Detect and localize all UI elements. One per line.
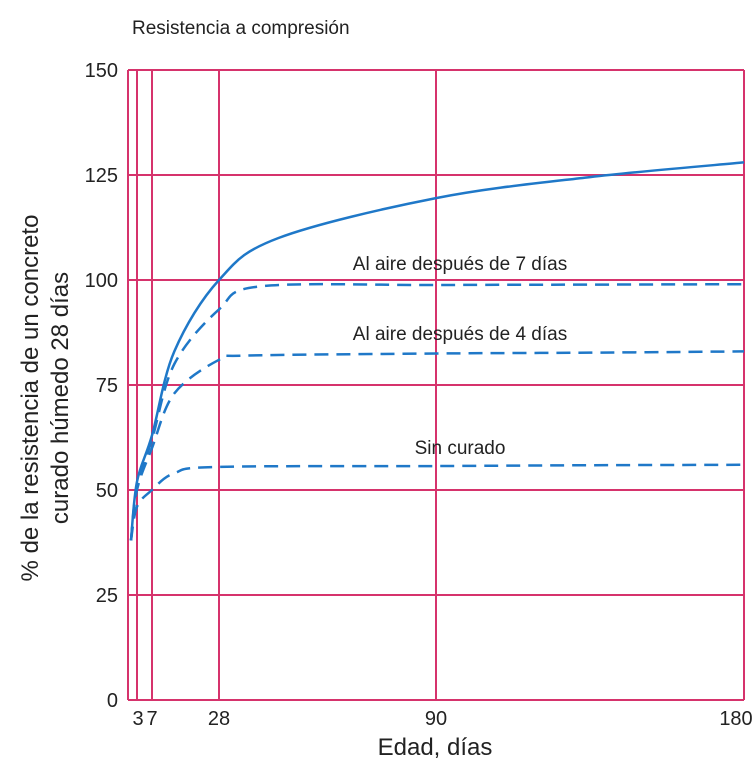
y-tick-labels: 0 25 50 75 100 125 150 — [85, 60, 118, 712]
series-labels: Al aire después de 7 días Al aire después… — [353, 254, 567, 459]
series-label-1: Al aire después de 7 días — [353, 254, 567, 275]
x-tick-3: 90 — [425, 708, 447, 730]
x-axis-label: Edad, días — [378, 734, 493, 761]
series-line-3 — [129, 463, 745, 541]
series-label-3: Sin curado — [415, 438, 506, 459]
y-axis-label-line-2: curado húmedo 28 días — [47, 272, 74, 524]
y-tick-75: 75 — [96, 375, 118, 397]
series-lines — [129, 161, 745, 541]
x-tick-labels: 3 7 28 90 180 — [132, 708, 752, 730]
series-line-2 — [129, 350, 745, 541]
grid — [127, 69, 745, 701]
x-tick-1: 7 — [146, 708, 157, 730]
y-axis-label: % de la resistencia de un concreto curad… — [17, 215, 74, 582]
series-label-2: Al aire después de 4 días — [353, 324, 567, 345]
x-tick-2: 28 — [208, 708, 230, 730]
series-line-1 — [129, 282, 745, 541]
y-tick-50: 50 — [96, 480, 118, 502]
y-tick-0: 0 — [107, 690, 118, 712]
chart-title: Resistencia a compresión — [132, 18, 350, 39]
y-tick-25: 25 — [96, 585, 118, 607]
y-axis-label-line-1: % de la resistencia de un concreto — [17, 215, 44, 582]
x-tick-4: 180 — [719, 708, 752, 730]
y-tick-150: 150 — [85, 60, 118, 82]
x-tick-0: 3 — [132, 708, 143, 730]
y-tick-100: 100 — [85, 270, 118, 292]
series-line-0 — [129, 161, 745, 541]
y-tick-125: 125 — [85, 165, 118, 187]
